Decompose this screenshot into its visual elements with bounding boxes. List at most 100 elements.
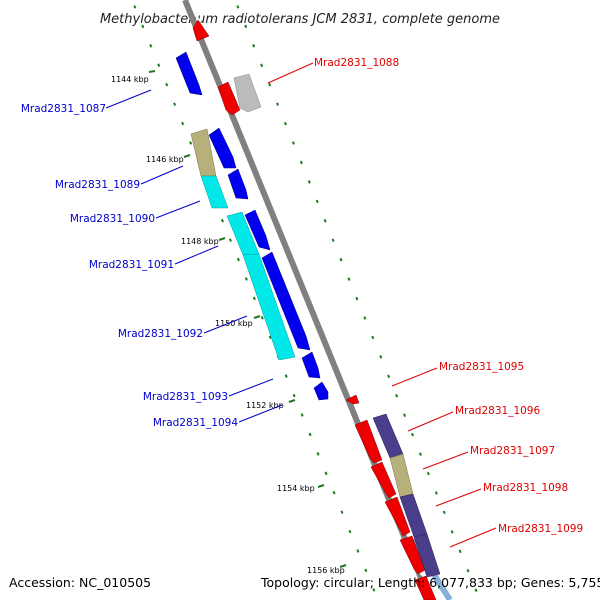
guide-dot-1-4 — [268, 82, 272, 87]
gene-mrad2831-1099[interactable] — [399, 535, 426, 575]
gene-label-mrad2831-1099[interactable]: Mrad2831_1099 — [498, 523, 583, 535]
gene-mrad2831-1092[interactable] — [261, 251, 311, 351]
guide-dot-0-14 — [244, 277, 248, 281]
gene-mrad2831-1091[interactable] — [244, 209, 271, 251]
gene-label-mrad2831-1093[interactable]: Mrad2831_1093 — [143, 391, 228, 403]
leader-line-1098 — [435, 488, 482, 507]
guide-dot-1-18 — [379, 355, 383, 359]
guide-dot-1-6 — [283, 121, 287, 126]
leader-line-1094 — [238, 404, 283, 423]
accession-text: Accession: NC_010505 — [9, 575, 152, 590]
tick-mark-1148 — [218, 237, 226, 241]
guide-dot-0-13 — [236, 257, 240, 262]
cds-cyan-block-1[interactable] — [200, 175, 229, 209]
gene-mrad2831-1087[interactable] — [175, 51, 203, 96]
guide-dot-1-24 — [426, 471, 430, 476]
guide-dot-1-7 — [291, 141, 295, 145]
guide-dot-1-2 — [252, 44, 256, 48]
guide-dot-0-19 — [284, 374, 288, 378]
tick-label-1144: 1144 kbp — [111, 75, 149, 84]
guide-dot-0-16 — [260, 316, 264, 320]
gene-label-mrad2831-1092[interactable]: Mrad2831_1092 — [118, 328, 203, 340]
forward-gene-labels: Mrad2831_1087 Mrad2831_1089 Mrad2831_109… — [21, 89, 283, 429]
gene-mrad2831-1089[interactable] — [208, 127, 237, 169]
guide-dot-1-30 — [474, 588, 478, 592]
gene-mrad2831-1098[interactable] — [384, 496, 411, 537]
gene-label-mrad2831-1095[interactable]: Mrad2831_1095 — [439, 361, 524, 373]
guide-dot-1-16 — [363, 316, 367, 320]
guide-dot-1-3 — [260, 63, 264, 68]
cds-purple-block-3[interactable] — [413, 533, 441, 578]
guide-dot-0-29 — [364, 568, 368, 573]
guide-dot-0-25 — [332, 490, 336, 495]
guide-dot-0-2 — [149, 44, 153, 48]
guide-dot-0-28 — [356, 549, 360, 553]
guide-dot-0-1 — [141, 24, 145, 29]
gene-label-mrad2831-1089[interactable]: Mrad2831_1089 — [55, 179, 140, 191]
gene-top-partial[interactable] — [192, 19, 210, 42]
gene-mrad2831-1096[interactable] — [354, 419, 383, 464]
tick-label-1156: 1156 kbp — [307, 566, 345, 575]
cds-cyan-block-3[interactable] — [242, 253, 296, 361]
genome-summary-text: Topology: circular; Length: 6,077,833 bp… — [261, 575, 600, 590]
tick-label-1152: 1152 kbp — [246, 401, 284, 410]
guide-dot-1-23 — [418, 452, 422, 456]
guide-dot-1-12 — [331, 238, 335, 243]
guide-dot-0-7 — [189, 141, 193, 145]
guide-dot-1-9 — [307, 180, 311, 184]
guide-dot-1-20 — [395, 394, 399, 398]
gene-mrad2831-1090[interactable] — [227, 168, 249, 200]
tick-label-1146: 1146 kbp — [146, 155, 184, 164]
tick-mark-1144 — [148, 70, 156, 73]
guide-dot-0-15 — [252, 296, 256, 301]
leader-line-1096 — [407, 411, 454, 432]
leader-line-1090 — [155, 200, 201, 219]
guide-dot-0-24 — [324, 471, 328, 476]
cds-gray-block[interactable] — [233, 73, 262, 113]
guide-dot-1-11 — [323, 219, 327, 223]
guide-dot-0-21 — [300, 413, 304, 417]
forward-strand-genes — [175, 51, 329, 401]
leader-line-1093 — [228, 378, 274, 397]
gene-mrad2831-1097[interactable] — [370, 461, 397, 499]
gene-bottom-partial[interactable] — [414, 575, 437, 600]
tick-mark-1146 — [183, 154, 191, 158]
guide-dot-0-11 — [220, 218, 224, 223]
guide-dot-0-6 — [181, 121, 185, 126]
guide-dot-1-1 — [244, 24, 248, 29]
gene-mrad2831-1088[interactable] — [217, 81, 241, 116]
guide-dot-1-21 — [403, 413, 407, 417]
gene-mrad2831-1093[interactable] — [301, 351, 321, 379]
guide-dot-1-22 — [410, 432, 415, 437]
tick-label-1148: 1148 kbp — [181, 237, 219, 246]
tick-mark-1150 — [253, 315, 261, 319]
gene-mrad2831-1095[interactable] — [345, 394, 360, 405]
gene-label-mrad2831-1087[interactable]: Mrad2831_1087 — [21, 103, 106, 115]
gene-label-mrad2831-1096[interactable]: Mrad2831_1096 — [455, 405, 540, 417]
gene-label-mrad2831-1088[interactable]: Mrad2831_1088 — [314, 57, 399, 69]
map-title: Methylobacterium radiotolerans JCM 2831,… — [100, 12, 500, 27]
guide-dot-1-0 — [236, 5, 240, 9]
leader-line-1091 — [174, 245, 219, 265]
guide-dot-0-30 — [372, 588, 376, 592]
leader-line-1099 — [449, 527, 497, 548]
guide-dot-1-19 — [387, 374, 391, 379]
guide-dot-1-10 — [315, 199, 319, 204]
guide-dot-1-26 — [442, 510, 446, 515]
reverse-strand-genes — [192, 19, 441, 600]
guide-dot-0-3 — [157, 63, 161, 67]
guide-dot-1-25 — [434, 491, 438, 495]
guide-dot-0-17 — [268, 335, 272, 339]
gene-label-mrad2831-1094[interactable]: Mrad2831_1094 — [153, 417, 238, 429]
guide-dot-1-8 — [299, 160, 303, 165]
gene-label-mrad2831-1091[interactable]: Mrad2831_1091 — [89, 259, 174, 271]
gene-label-mrad2831-1098[interactable]: Mrad2831_1098 — [483, 482, 568, 494]
gene-label-mrad2831-1090[interactable]: Mrad2831_1090 — [70, 213, 155, 225]
gene-mrad2831-1094[interactable] — [313, 381, 329, 401]
gene-label-mrad2831-1097[interactable]: Mrad2831_1097 — [470, 445, 555, 457]
track-guides — [133, 5, 478, 592]
tick-label-1154: 1154 kbp — [277, 484, 315, 493]
guide-dot-1-28 — [458, 549, 462, 554]
leader-line-1097 — [422, 451, 469, 470]
